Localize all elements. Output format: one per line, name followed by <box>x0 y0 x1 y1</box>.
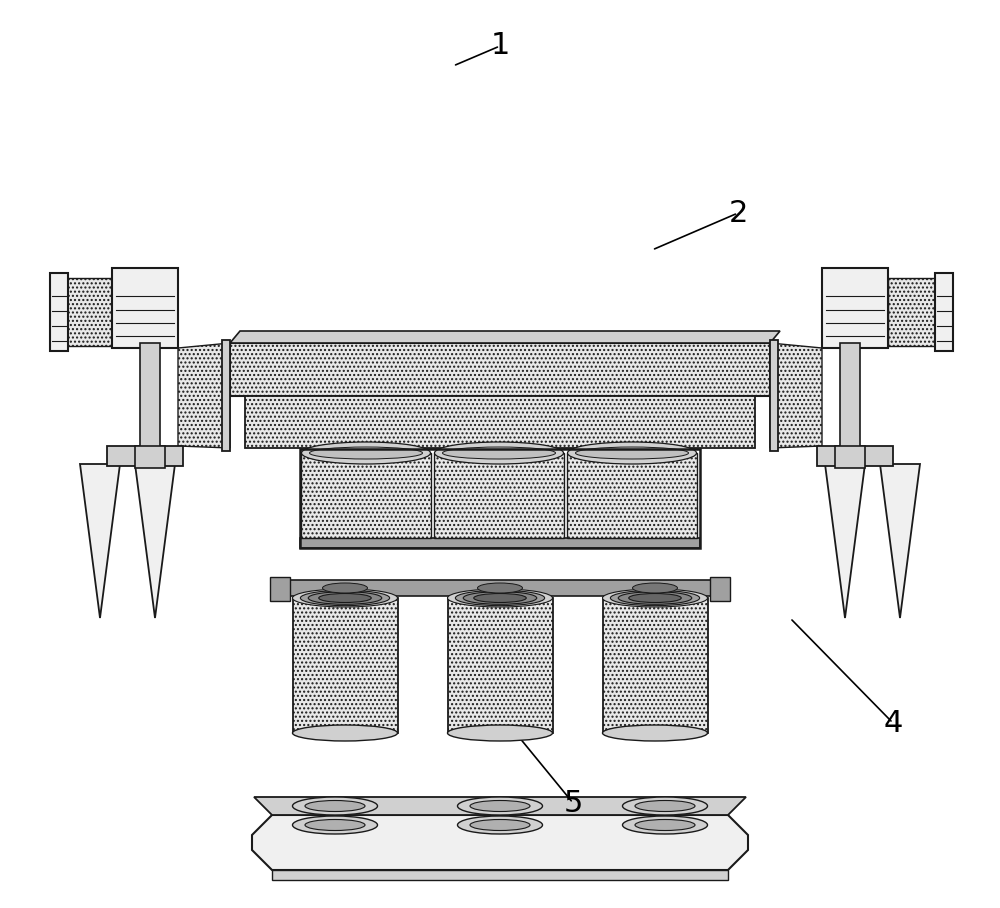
Ellipse shape <box>305 801 365 812</box>
Ellipse shape <box>568 442 696 464</box>
Bar <box>135 446 165 468</box>
Ellipse shape <box>455 590 545 606</box>
Bar <box>50 273 68 351</box>
Bar <box>107 446 183 466</box>
Bar <box>112 268 178 348</box>
Polygon shape <box>254 797 746 815</box>
Bar <box>270 577 290 601</box>
Ellipse shape <box>458 797 542 815</box>
Ellipse shape <box>618 592 692 605</box>
Ellipse shape <box>635 820 695 831</box>
Ellipse shape <box>448 725 552 741</box>
Polygon shape <box>60 278 112 346</box>
Polygon shape <box>135 464 175 618</box>
Polygon shape <box>230 343 770 396</box>
Bar <box>448 598 553 733</box>
Text: 5: 5 <box>563 788 583 817</box>
Text: 1: 1 <box>490 32 510 61</box>
Bar <box>935 273 953 351</box>
Bar <box>140 343 160 448</box>
Ellipse shape <box>292 589 398 607</box>
Ellipse shape <box>458 816 542 834</box>
Bar <box>293 598 398 733</box>
Polygon shape <box>272 870 728 880</box>
Polygon shape <box>880 464 920 618</box>
Ellipse shape <box>319 594 371 603</box>
Bar <box>817 446 893 466</box>
Ellipse shape <box>576 447 688 459</box>
Ellipse shape <box>622 816 708 834</box>
Polygon shape <box>178 343 230 448</box>
Bar <box>300 538 700 548</box>
Bar <box>835 446 865 468</box>
Ellipse shape <box>470 801 530 812</box>
Ellipse shape <box>610 590 700 606</box>
Ellipse shape <box>463 592 537 605</box>
Ellipse shape <box>635 801 695 812</box>
Ellipse shape <box>442 447 556 459</box>
Bar <box>840 343 860 448</box>
Polygon shape <box>80 464 120 618</box>
Ellipse shape <box>292 797 378 815</box>
Bar <box>300 449 700 548</box>
Ellipse shape <box>308 592 382 605</box>
Polygon shape <box>222 340 230 451</box>
Ellipse shape <box>310 447 422 459</box>
Text: 3: 3 <box>625 370 645 400</box>
Polygon shape <box>770 343 822 448</box>
Polygon shape <box>301 453 431 538</box>
Bar <box>280 580 720 596</box>
Ellipse shape <box>470 820 530 831</box>
Ellipse shape <box>300 590 390 606</box>
Ellipse shape <box>474 594 526 603</box>
Polygon shape <box>230 331 780 343</box>
Polygon shape <box>434 453 564 538</box>
Ellipse shape <box>629 594 681 603</box>
Ellipse shape <box>292 725 398 741</box>
Ellipse shape <box>434 442 564 464</box>
Text: 4: 4 <box>883 708 903 737</box>
Ellipse shape <box>478 583 522 593</box>
Ellipse shape <box>622 797 708 815</box>
Ellipse shape <box>322 583 368 593</box>
Bar <box>822 268 888 348</box>
Bar <box>603 598 708 733</box>
Polygon shape <box>245 396 755 448</box>
Ellipse shape <box>602 725 708 741</box>
Ellipse shape <box>602 589 708 607</box>
Polygon shape <box>567 453 697 538</box>
Polygon shape <box>252 815 748 870</box>
Ellipse shape <box>633 583 678 593</box>
Polygon shape <box>770 340 778 451</box>
Text: 2: 2 <box>728 199 748 228</box>
Polygon shape <box>888 278 940 346</box>
Ellipse shape <box>302 442 430 464</box>
Ellipse shape <box>448 589 552 607</box>
Polygon shape <box>825 464 865 618</box>
Bar <box>710 577 730 601</box>
Ellipse shape <box>305 820 365 831</box>
Ellipse shape <box>292 816 378 834</box>
